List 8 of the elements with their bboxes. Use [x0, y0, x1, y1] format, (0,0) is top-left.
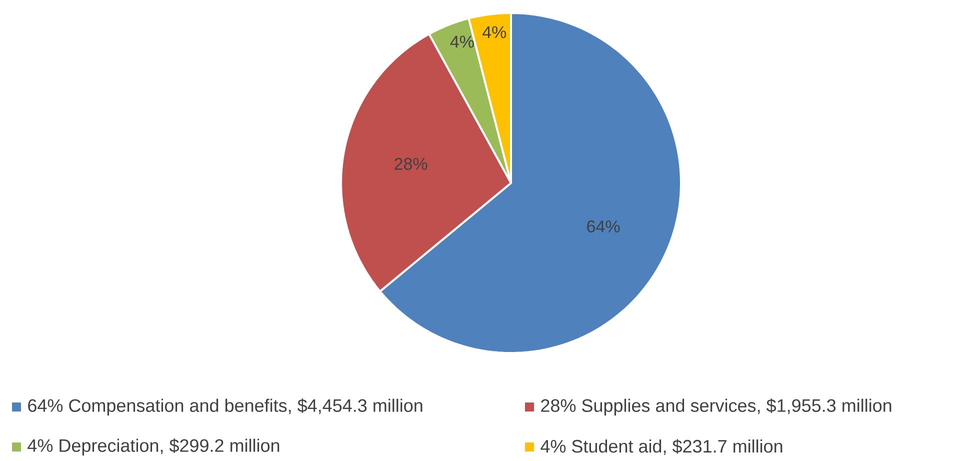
legend-label: 64% Compensation and benefits, $4,454.3 million [28, 398, 422, 416]
data-label: 28% [394, 158, 428, 170]
data-label: 4% [482, 26, 506, 38]
legend-label: 4% Student aid, $231.7 million [540, 439, 782, 455]
data-label: 4% [450, 36, 474, 48]
legend-label: 4% Depreciation, $299.2 million [28, 438, 280, 456]
legend-label: 28% Supplies and services, $1,955.3 million [541, 398, 892, 416]
data-label: 64% [587, 220, 620, 232]
